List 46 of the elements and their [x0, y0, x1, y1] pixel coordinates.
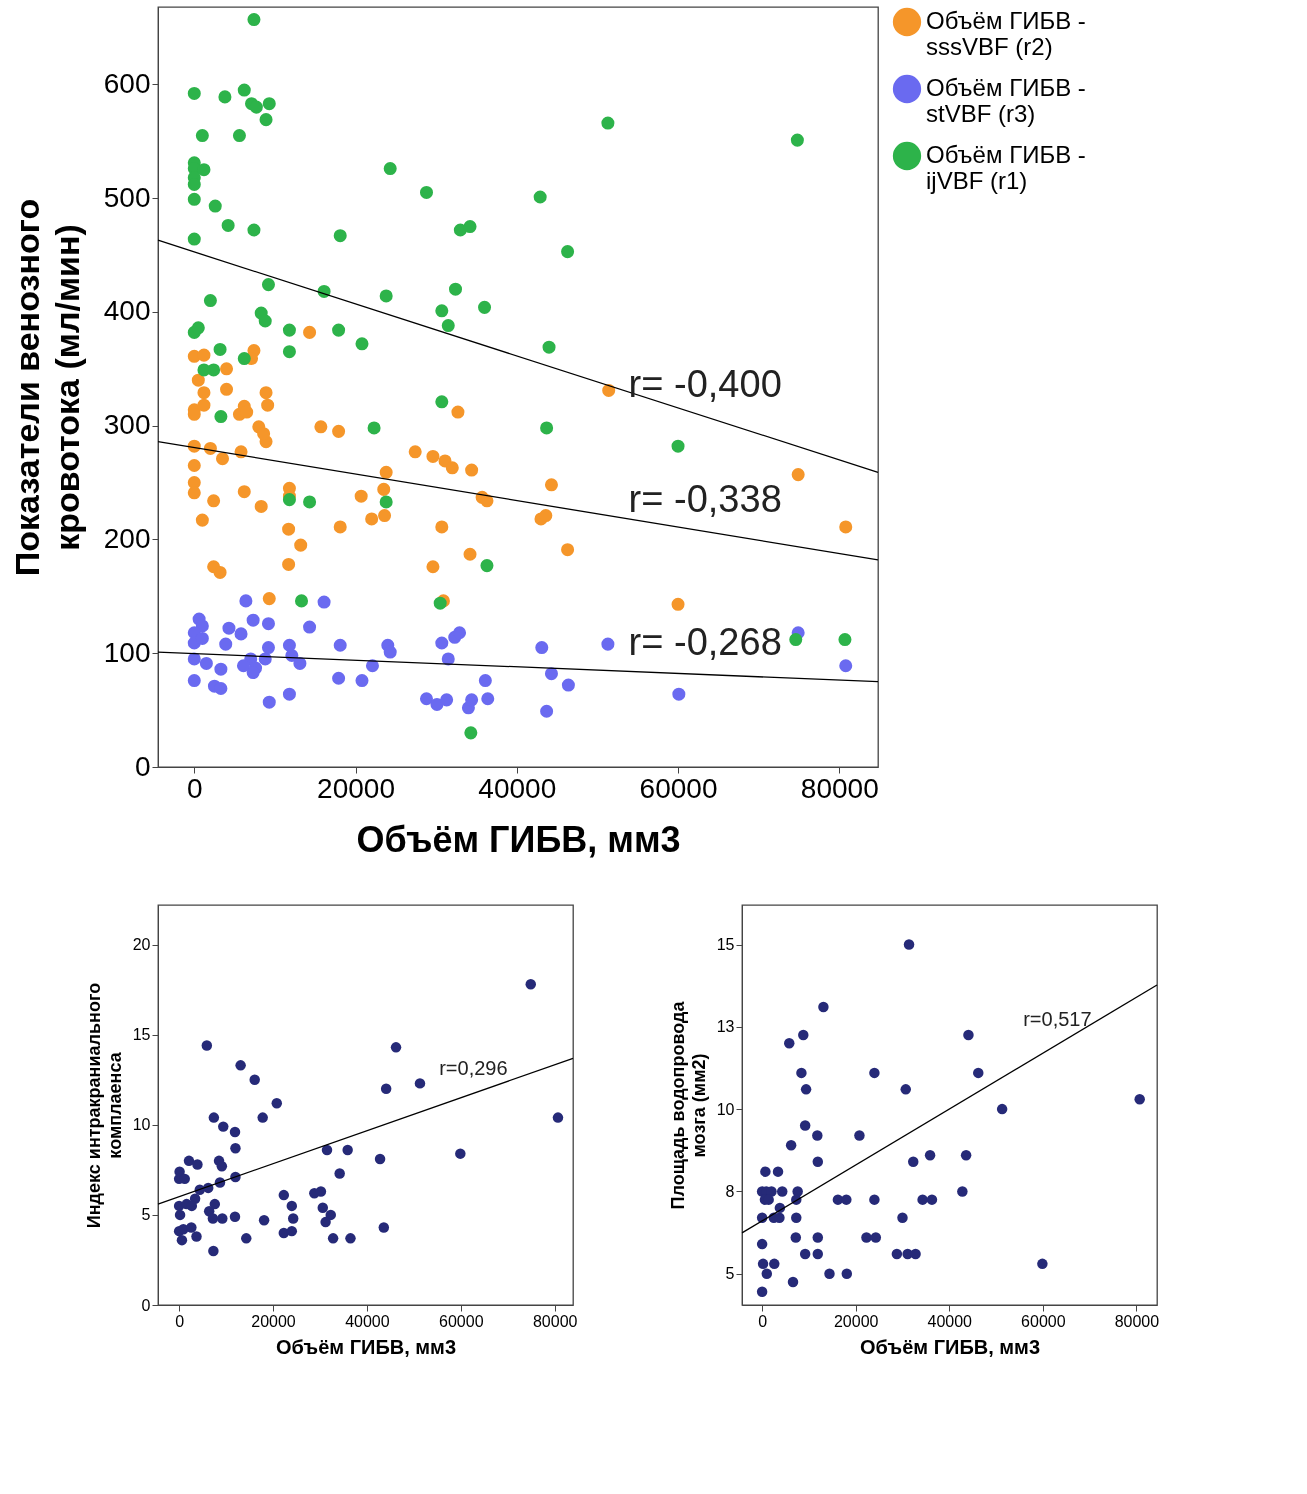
y-tick-label: 15 — [716, 936, 735, 954]
x-tick-label: 80000 — [1114, 1312, 1160, 1330]
legend-label: Объём ГИБВ - sssVBF (r2) — [926, 7, 1086, 60]
y-tick-label: 15 — [132, 1026, 151, 1044]
legend-label: Объём ГИБВ - ijVBF (r1) — [926, 141, 1086, 194]
y-axis-title: Площадь водопровода мозга (мм2) — [667, 1000, 709, 1210]
annotation: r= -0,338 — [628, 477, 782, 520]
y-tick-label: 10 — [132, 1116, 151, 1134]
y-tick-label: 200 — [103, 522, 151, 554]
y-axis-title: Показатели венозного кровотока (мл/мин) — [7, 198, 86, 577]
annotation: r= -0,268 — [628, 620, 782, 663]
y-tick-label: 8 — [725, 1182, 735, 1200]
x-tick-label: 40000 — [478, 772, 557, 804]
x-axis-title: Объём ГИБВ, мм3 — [275, 1335, 457, 1358]
y-tick-label: 0 — [134, 750, 151, 782]
x-tick-label: 60000 — [639, 772, 718, 804]
legend-label: Объём ГИБВ - stVBF (r3) — [926, 74, 1086, 127]
y-tick-label: 13 — [716, 1018, 735, 1036]
y-tick-label: 600 — [103, 67, 151, 99]
x-tick-label: 0 — [186, 772, 203, 804]
x-tick-label: 20000 — [251, 1312, 296, 1330]
y-tick-label: 5 — [725, 1265, 735, 1283]
x-tick-label: 0 — [175, 1312, 185, 1330]
y-tick-label: 400 — [103, 295, 151, 327]
x-tick-label: 40000 — [345, 1312, 390, 1330]
annotation: r= -0,400 — [628, 362, 782, 405]
annotation: r=0,517 — [1023, 1008, 1092, 1031]
x-tick-label: 40000 — [927, 1312, 973, 1330]
y-tick-label: 5 — [141, 1206, 151, 1224]
x-tick-label: 80000 — [800, 772, 879, 804]
annotation: r=0,296 — [439, 1057, 508, 1080]
x-tick-label: 20000 — [317, 772, 395, 804]
y-tick-label: 20 — [132, 936, 151, 954]
x-axis-title: Объём ГИБВ, мм3 — [356, 818, 681, 860]
x-axis-title: Объём ГИБВ, мм3 — [859, 1335, 1041, 1358]
y-tick-label: 500 — [103, 181, 151, 213]
x-tick-label: 60000 — [439, 1312, 484, 1330]
y-tick-label: 0 — [141, 1296, 151, 1314]
y-axis-title: Индекс интракраниального комплаенса — [83, 982, 125, 1229]
x-tick-label: 0 — [758, 1312, 768, 1330]
x-tick-label: 60000 — [1021, 1312, 1066, 1330]
y-tick-label: 100 — [103, 636, 151, 668]
y-tick-label: 10 — [716, 1100, 735, 1118]
x-tick-label: 80000 — [532, 1312, 578, 1330]
x-tick-label: 20000 — [833, 1312, 879, 1330]
y-tick-label: 300 — [103, 409, 151, 441]
